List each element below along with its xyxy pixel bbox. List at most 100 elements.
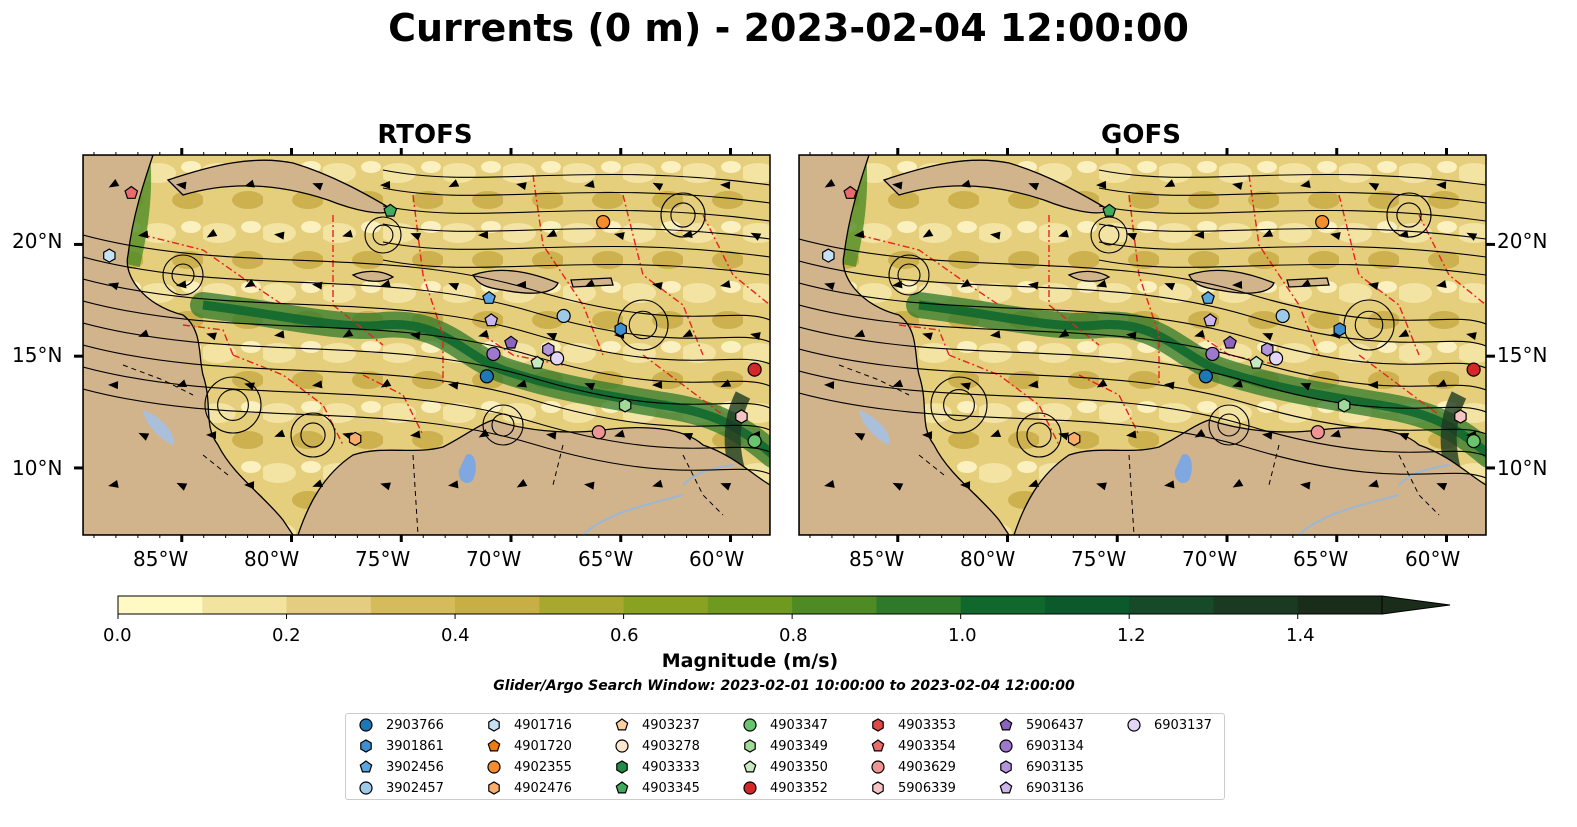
- legend-label: 6903134: [1026, 738, 1084, 754]
- panel-title-rtofs: RTOFS: [377, 120, 473, 150]
- legend-marker: [744, 739, 756, 753]
- xtick-label: 70°W: [466, 547, 522, 571]
- colorbar-segment: [1129, 596, 1214, 614]
- legend-marker: [615, 718, 629, 731]
- legend-marker: [999, 739, 1013, 753]
- figure-title: Currents (0 m) - 2023-02-04 12:00:00: [388, 6, 1189, 50]
- xtick-label: 80°W: [960, 547, 1016, 571]
- ytick-label: 10°N: [1497, 456, 1548, 480]
- xtick-label: 75°W: [355, 547, 411, 571]
- legend-item: 4903352: [742, 778, 828, 798]
- legend-marker: [743, 718, 757, 732]
- float-marker-5906437: [504, 335, 518, 349]
- colorbar-tick-label: 1.0: [948, 625, 977, 646]
- legend-marker: [359, 718, 373, 732]
- xtick-label: 80°W: [244, 547, 300, 571]
- float-marker-4901716: [103, 248, 116, 263]
- float-marker-4903354: [843, 185, 858, 199]
- float-marker-3901861: [614, 322, 627, 337]
- legend-marker: [999, 718, 1013, 731]
- legend-marker: [359, 781, 373, 795]
- colorbar-tick-label: 0.8: [779, 625, 808, 646]
- legend-label: 4903347: [770, 717, 828, 733]
- hexagon-marker-icon: [1000, 760, 1012, 774]
- hexagon-marker-icon: [360, 739, 372, 753]
- colorbar-tick-label: 0.6: [610, 625, 639, 646]
- legend-marker: [1127, 718, 1141, 732]
- legend-label: 2903766: [386, 717, 444, 733]
- legend-label: 4903352: [770, 780, 828, 796]
- xtick-label: 75°W: [1071, 547, 1127, 571]
- legend-label: 4903345: [642, 780, 700, 796]
- legend-label: 4902355: [514, 759, 572, 775]
- legend-marker: [488, 781, 500, 795]
- float-marker-4903349: [1337, 398, 1351, 413]
- legend-label: 6903137: [1154, 717, 1212, 733]
- legend-marker: [871, 760, 885, 774]
- colorbar-tick-label: 0.4: [441, 625, 470, 646]
- legend-item: 4902476: [486, 778, 572, 798]
- legend-item: 4903278: [614, 736, 700, 756]
- legend-item: 4901716: [486, 715, 572, 735]
- legend-label: 5906339: [898, 780, 956, 796]
- float-marker-4903350: [1249, 355, 1264, 369]
- colorbar-segment: [118, 596, 203, 614]
- float-marker-5906339: [735, 409, 748, 424]
- legend-marker: [360, 739, 372, 753]
- pentagon-marker-icon: [615, 718, 629, 731]
- legend-marker: [872, 781, 884, 795]
- colorbar-extend-arrow: [1381, 595, 1451, 615]
- pentagon-marker-icon: [359, 760, 373, 773]
- float-marker-4903345: [383, 203, 398, 217]
- legend-item: 2903766: [358, 715, 444, 735]
- legend-marker: [743, 781, 757, 795]
- float-marker-4902476: [348, 431, 362, 447]
- colorbar-segment: [286, 596, 372, 614]
- search-window-caption: Glider/Argo Search Window: 2023-02-01 10…: [493, 678, 1075, 694]
- legend-label: 4903353: [898, 717, 956, 733]
- legend-label: 4903629: [898, 759, 956, 775]
- legend-label: 3902456: [386, 759, 444, 775]
- circle-marker-icon: [871, 760, 885, 774]
- legend-item: 4903345: [614, 778, 700, 798]
- legend-label: 6903135: [1026, 759, 1084, 775]
- legend-marker: [872, 718, 884, 732]
- float-marker-6903135: [542, 342, 555, 357]
- colorbar-segment: [370, 596, 456, 614]
- float-marker-4903350: [530, 355, 545, 369]
- legend-marker: [871, 739, 885, 752]
- legend-label: 4903333: [642, 759, 700, 775]
- legend-item: 3902456: [358, 757, 444, 777]
- legend-marker: [743, 760, 757, 773]
- legend-marker: [487, 760, 501, 774]
- xtick-label: 85°W: [133, 547, 189, 571]
- legend-item: 4903349: [742, 736, 828, 756]
- float-marker-4903352: [1466, 362, 1481, 377]
- legend-marker: [487, 739, 501, 752]
- legend-item: 4903354: [870, 736, 956, 756]
- float-marker-4902476: [1067, 431, 1081, 447]
- legend-item: 4903350: [742, 757, 828, 777]
- map-panel-gofs: [798, 148, 1495, 542]
- pentagon-marker-icon: [615, 781, 629, 794]
- legend-item: 5906339: [870, 778, 956, 798]
- colorbar-segment: [707, 596, 793, 614]
- ytick-label: 15°N: [1497, 343, 1548, 367]
- map-panel-rtofs: [74, 148, 771, 542]
- legend-label: 5906437: [1026, 717, 1084, 733]
- circle-marker-icon: [743, 718, 757, 732]
- xtick-label: 60°W: [689, 547, 745, 571]
- float-marker-6903134: [486, 346, 501, 362]
- colorbar-tick-label: 1.2: [1117, 625, 1146, 646]
- circle-marker-icon: [999, 739, 1013, 753]
- legend-item: 4903333: [614, 757, 700, 777]
- xtick-label: 65°W: [578, 547, 634, 571]
- float-marker-4903347: [1466, 434, 1481, 449]
- float-marker-3902457: [556, 308, 571, 324]
- pentagon-marker-icon: [743, 760, 757, 773]
- float-marker-6903137: [549, 351, 565, 366]
- legend-marker: [488, 718, 500, 732]
- float-marker-6903136: [1203, 313, 1218, 327]
- colorbar: [117, 595, 1451, 619]
- ytick-label: 15°N: [12, 343, 63, 367]
